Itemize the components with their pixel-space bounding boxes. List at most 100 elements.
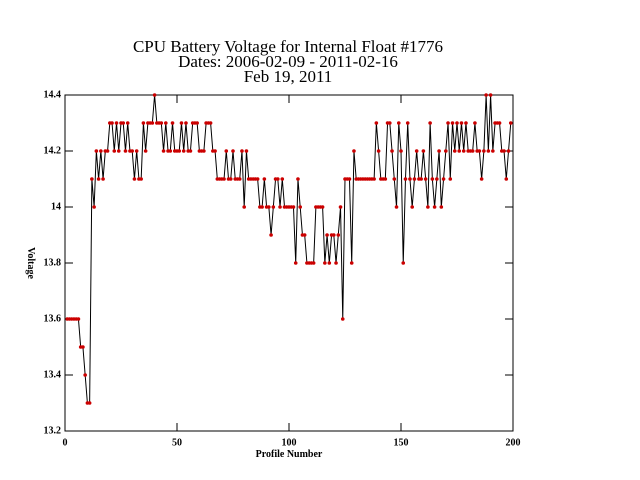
data-point <box>390 149 394 153</box>
data-point <box>280 177 285 181</box>
data-point <box>159 121 164 125</box>
data-point <box>152 93 157 97</box>
data-point <box>271 205 276 209</box>
data-point <box>179 121 184 125</box>
data-point <box>461 149 466 153</box>
data-point <box>327 261 332 265</box>
data-point <box>101 177 105 181</box>
x-tick-label: 100 <box>282 437 297 448</box>
data-point <box>444 149 448 153</box>
data-point <box>99 149 103 153</box>
data-point <box>134 149 139 153</box>
data-point <box>244 149 249 153</box>
data-point <box>260 205 264 209</box>
data-point <box>446 121 450 125</box>
data-point <box>114 121 119 125</box>
data-point <box>441 177 446 181</box>
data-point <box>296 177 300 181</box>
data-point <box>92 205 96 209</box>
data-point <box>428 121 432 125</box>
data-point <box>338 205 343 209</box>
data-point <box>401 261 406 265</box>
x-tick-label: 150 <box>394 437 409 448</box>
x-tick-label: 50 <box>172 437 182 448</box>
data-point <box>202 149 206 153</box>
data-point <box>170 121 175 125</box>
data-point <box>396 121 401 125</box>
data-point <box>448 177 453 181</box>
data-point <box>177 149 182 153</box>
data-point <box>497 121 502 125</box>
data-point <box>242 205 246 209</box>
data-point <box>477 149 482 153</box>
data-point <box>340 317 345 321</box>
chart-title: CPU Battery Voltage for Internal Float #… <box>133 37 443 56</box>
data-point <box>130 149 134 153</box>
data-point <box>302 233 307 237</box>
data-point <box>262 177 267 181</box>
data-point <box>502 149 506 153</box>
data-point <box>506 149 511 153</box>
data-point <box>394 205 399 209</box>
data-point <box>116 149 121 153</box>
data-point <box>347 177 352 181</box>
data-point <box>491 149 495 153</box>
data-point <box>150 121 155 125</box>
data-point <box>76 317 81 321</box>
y-tick-label: 13.4 <box>44 369 62 380</box>
data-point <box>426 205 430 209</box>
data-point <box>376 149 381 153</box>
data-point <box>383 177 388 181</box>
data-point <box>139 177 143 181</box>
data-point <box>195 121 199 125</box>
data-point <box>298 205 303 209</box>
data-point <box>482 149 486 153</box>
data-point <box>430 177 435 181</box>
y-tick-label: 13.8 <box>44 257 62 268</box>
x-tick-label: 200 <box>506 437 521 448</box>
data-point <box>399 149 403 153</box>
data-point <box>94 149 99 153</box>
data-point <box>479 177 484 181</box>
data-point <box>352 149 356 153</box>
data-point <box>255 177 260 181</box>
data-point <box>237 177 242 181</box>
chart-subtitle: Dates: 2006-02-09 - 2011-02-16 <box>178 52 398 71</box>
data-point <box>374 121 379 125</box>
data-point <box>403 177 408 181</box>
data-point <box>488 93 493 97</box>
data-point <box>320 205 325 209</box>
data-point <box>486 149 491 153</box>
data-point <box>336 233 341 237</box>
data-point <box>412 177 417 181</box>
data-point <box>276 177 280 181</box>
y-tick-label: 13.6 <box>44 313 62 324</box>
data-point <box>121 121 126 125</box>
data-point <box>437 149 441 153</box>
data-point <box>423 177 428 181</box>
data-point <box>125 121 130 125</box>
data-point <box>419 177 423 181</box>
data-point <box>267 205 271 209</box>
y-tick-label: 14 <box>51 201 61 212</box>
data-point <box>90 177 94 181</box>
y-tick-label: 14.4 <box>44 89 62 100</box>
x-tick-label: 0 <box>63 437 68 448</box>
data-point <box>504 177 509 181</box>
data-point <box>508 121 513 125</box>
x-axis-label: Profile Number <box>256 449 323 460</box>
data-point <box>432 205 437 209</box>
data-point <box>388 121 392 125</box>
data-point <box>470 149 475 153</box>
data-point <box>408 177 412 181</box>
data-point <box>392 177 397 181</box>
chart-date: Feb 19, 2011 <box>244 67 333 86</box>
data-point <box>421 149 426 153</box>
data-point <box>464 121 468 125</box>
data-point <box>188 149 193 153</box>
data-point <box>325 233 329 237</box>
data-point <box>112 149 117 153</box>
data-point <box>181 149 186 153</box>
y-tick-label: 13.2 <box>44 425 62 436</box>
